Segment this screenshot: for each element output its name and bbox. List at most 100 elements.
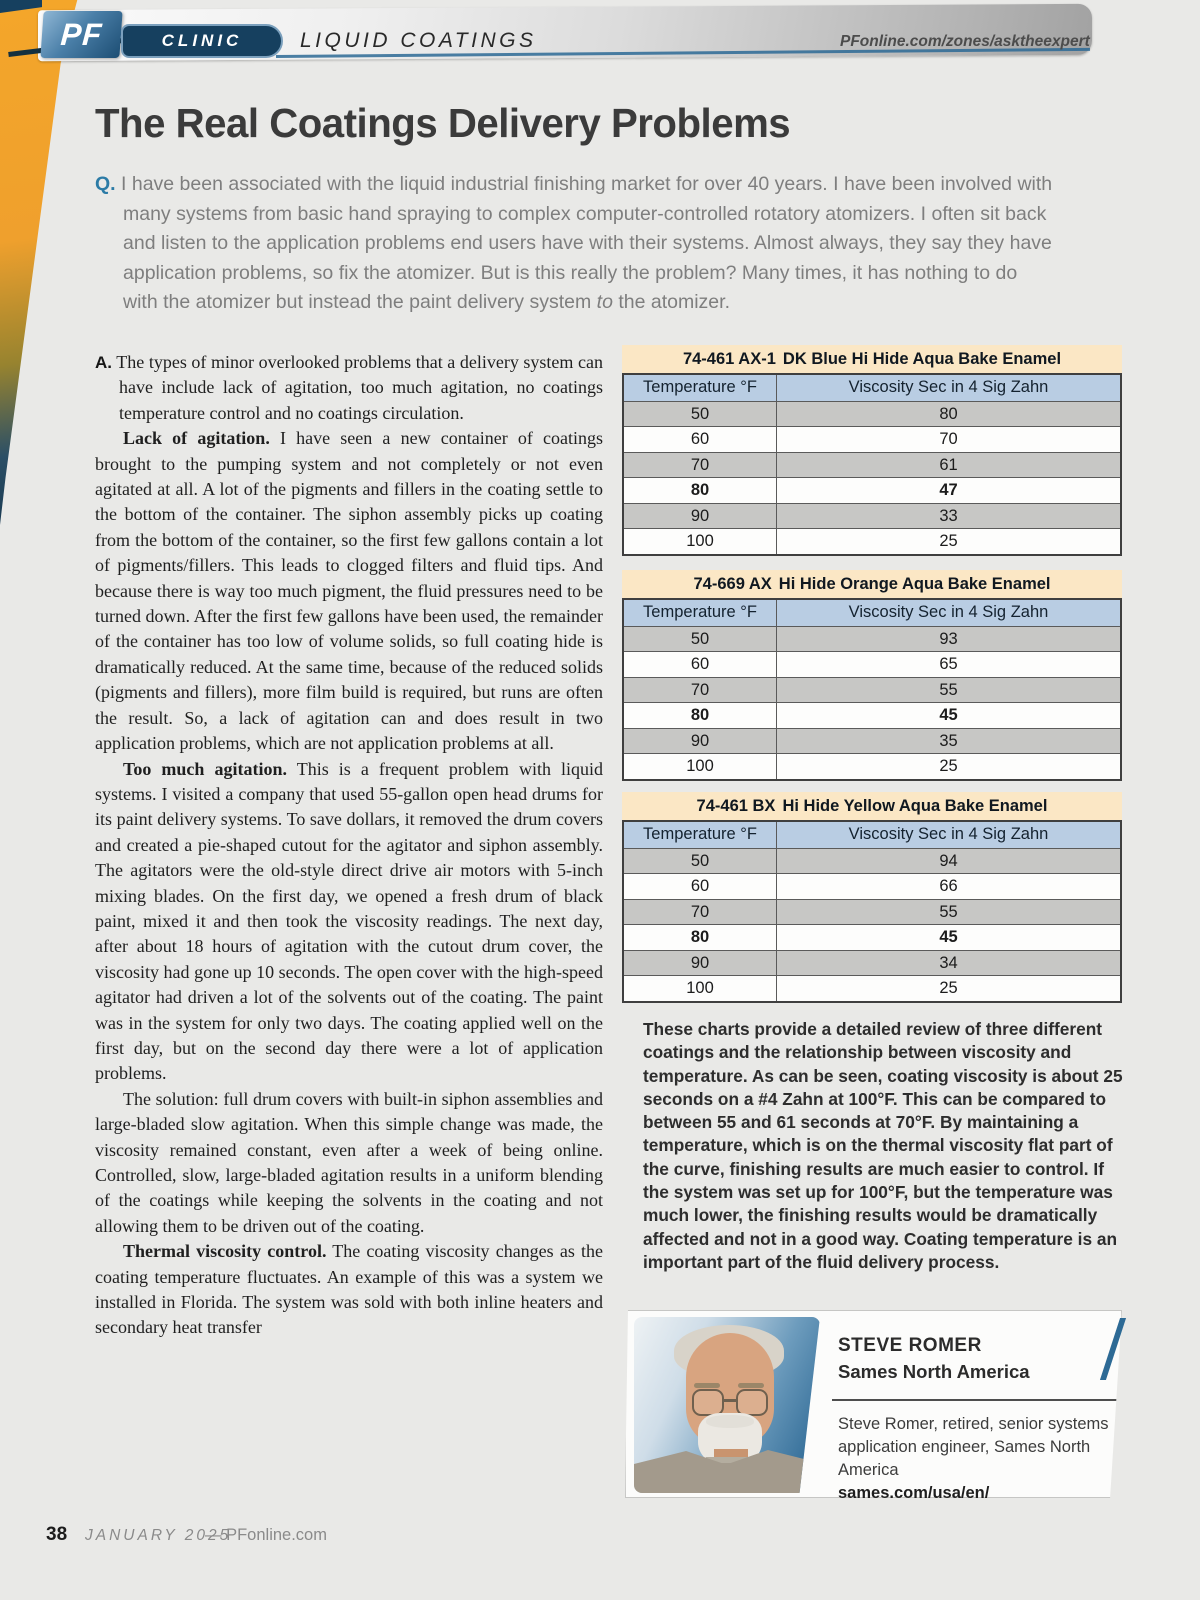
- author-url-link[interactable]: sames.com/usa/en/: [838, 1484, 990, 1502]
- table-cell: 66: [939, 877, 958, 895]
- column-header: Viscosity Sec in 4 Sig Zahn: [848, 378, 1049, 396]
- table-cell: 45: [939, 706, 958, 724]
- answer-paragraph: Too much agitation. This is a frequent p…: [95, 757, 603, 1087]
- table-code: 74-461 AX-1: [682, 350, 776, 368]
- answer-paragraph: Thermal viscosity control. The coating v…: [95, 1239, 603, 1341]
- table-row: 80 47: [624, 477, 1120, 503]
- answer-label: A.: [95, 353, 112, 372]
- table-cell: 80: [939, 404, 958, 423]
- photo-mustache: [706, 1415, 754, 1428]
- page-number: 38: [46, 1524, 68, 1545]
- footer-issue: JANUARY 2025: [85, 1527, 232, 1544]
- paragraph-lead: Thermal viscosity control.: [123, 1241, 327, 1262]
- table-cell: 90: [624, 503, 777, 528]
- table-header-row: Temperature °F Viscosity Sec in 4 Sig Zah…: [624, 600, 1120, 626]
- page-title: The Real Coatings Delivery Problems: [95, 100, 791, 146]
- table-cell: 50: [624, 626, 777, 651]
- table-row: 100 25: [624, 753, 1120, 779]
- table-cell: 90: [624, 950, 777, 975]
- author-box: STEVE ROMER Sames North America Steve Ro…: [625, 1310, 1122, 1498]
- table-cell: 90: [624, 728, 777, 753]
- viscosity-table-blue: 74-461 AX-1 DK Blue Hi Hide Aqua Bake Ena…: [622, 345, 1122, 556]
- table-row: 90 35: [624, 727, 1120, 753]
- footer-separator: —: [205, 1526, 222, 1544]
- table-code: 74-669 AX: [693, 575, 772, 593]
- photo-glasses: [692, 1389, 724, 1416]
- viscosity-table-orange: 74-669 AX Hi Hide Orange Aqua Bake Enamel…: [622, 570, 1122, 781]
- table-cell: 93: [939, 629, 958, 648]
- table-cell: 25: [939, 757, 958, 775]
- table-cell: 50: [624, 401, 777, 426]
- footer-site: — PFonline.com: [205, 1526, 327, 1545]
- table-cell: 70: [624, 677, 777, 702]
- orange-wedge-decoration: [0, 0, 78, 525]
- table-name: Hi Hide Yellow Aqua Bake Enamel: [782, 797, 1048, 815]
- table-cell: 70: [624, 899, 777, 924]
- clinic-badge: CLINIC: [121, 24, 283, 58]
- table-cell: 25: [939, 979, 958, 997]
- table-row: 50 94: [624, 847, 1120, 873]
- table-row: 50 80: [624, 400, 1120, 426]
- paragraph-text: The solution: full drum covers with buil…: [95, 1088, 603, 1236]
- table-cell: 45: [939, 928, 958, 946]
- question-text-end: the atomizer.: [618, 291, 730, 313]
- section-title: LIQUID COATINGS: [300, 29, 537, 52]
- table-cell: 80: [624, 925, 777, 950]
- footer-site-name: PFonline.com: [226, 1526, 327, 1544]
- table-row: 50 93: [624, 625, 1120, 651]
- table-cell: 60: [624, 874, 777, 899]
- column-header: Temperature °F: [624, 822, 777, 848]
- paragraph-text: This is a frequent problem with liquid s…: [95, 758, 604, 1084]
- answer-paragraph: A. The types of minor overlooked problem…: [95, 350, 603, 426]
- table-row: 80 45: [624, 924, 1120, 950]
- table-cell: 34: [939, 953, 958, 972]
- table-name: Hi Hide Orange Aqua Bake Enamel: [778, 575, 1051, 593]
- author-company: Sames North America: [838, 1361, 1030, 1382]
- table-row: 60 66: [624, 873, 1120, 899]
- table-cell: 47: [939, 481, 958, 499]
- table-cell: 55: [939, 902, 958, 921]
- table-cell: 100: [624, 529, 777, 554]
- bio-line: application engineer, Sames North Americ…: [838, 1438, 1091, 1479]
- table-grid: Temperature °F Viscosity Sec in 4 Sig Zah…: [622, 373, 1122, 556]
- table-cell: 60: [624, 427, 777, 452]
- answer-column: A. The types of minor overlooked problem…: [95, 350, 603, 1341]
- author-name: STEVE ROMER: [838, 1335, 982, 1356]
- table-cell: 60: [624, 652, 777, 677]
- table-cell: 100: [624, 754, 777, 779]
- table-grid: Temperature °F Viscosity Sec in 4 Sig Zah…: [622, 820, 1122, 1003]
- table-cell: 33: [939, 506, 958, 525]
- author-photo: [634, 1317, 820, 1493]
- header-url-link[interactable]: PFonline.com/zones/asktheexpert: [840, 33, 1090, 50]
- table-header-row: Temperature °F Viscosity Sec in 4 Sig Zah…: [624, 375, 1120, 401]
- photo-eyebrow: [694, 1383, 720, 1388]
- table-row: 60 70: [624, 426, 1120, 452]
- table-cell: 80: [624, 478, 777, 503]
- tables-caption: These charts provide a detailed review o…: [643, 1019, 1123, 1272]
- paragraph-text: The types of minor overlooked problems t…: [116, 352, 603, 423]
- table-cell: 25: [939, 532, 958, 550]
- table-code: 74-461 BX: [696, 797, 776, 815]
- table-cell: 50: [624, 848, 777, 873]
- viscosity-table-yellow: 74-461 BX Hi Hide Yellow Aqua Bake Enamel…: [622, 792, 1122, 1003]
- table-title: 74-461 AX-1 DK Blue Hi Hide Aqua Bake Ena…: [622, 345, 1122, 373]
- column-header: Viscosity Sec in 4 Sig Zahn: [848, 825, 1049, 843]
- table-title: 74-669 AX Hi Hide Orange Aqua Bake Enamel: [622, 570, 1122, 598]
- paragraph-text: I have seen a new container of coatings …: [95, 428, 603, 754]
- table-cell: 100: [624, 976, 777, 1001]
- column-header: Viscosity Sec in 4 Sig Zahn: [848, 603, 1049, 621]
- paragraph-lead: Lack of agitation.: [123, 428, 270, 449]
- table-row: 60 65: [624, 651, 1120, 677]
- table-row: 70 55: [624, 898, 1120, 924]
- table-cell: 61: [939, 455, 958, 474]
- question-text: I have been associated with the liquid i…: [121, 173, 1053, 313]
- table-cell: 65: [939, 655, 958, 673]
- bio-line: Steve Romer, retired, senior systems: [838, 1415, 1109, 1433]
- answer-paragraph: The solution: full drum covers with buil…: [95, 1087, 603, 1239]
- table-cell: 70: [939, 430, 958, 448]
- author-divider: [832, 1399, 1120, 1401]
- photo-glasses: [736, 1389, 768, 1416]
- table-cell: 55: [939, 680, 958, 699]
- question-paragraph: Q. I have been associated with the liqui…: [95, 170, 1053, 318]
